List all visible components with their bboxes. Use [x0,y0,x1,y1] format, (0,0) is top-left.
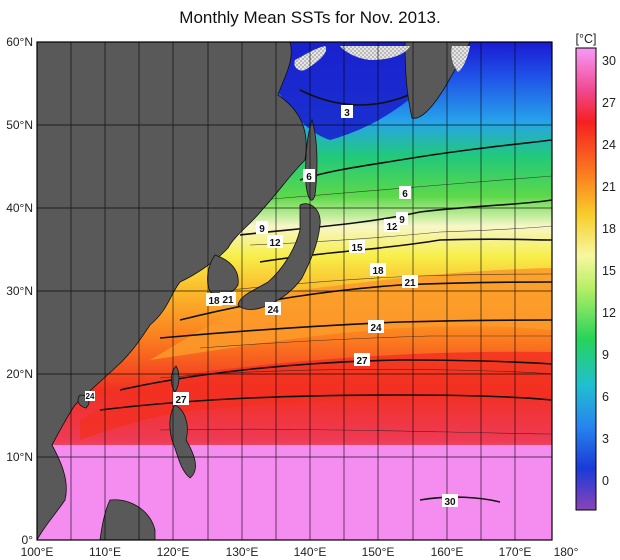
contour-label: 9 [259,224,265,235]
contour-label: 12 [386,222,398,233]
contour-labels: 3 6 6 9 12 12 9 15 18 21 18 21 24 24 27 … [85,105,458,508]
colorbar-tick: 18 [602,222,616,236]
colorbar: [°C] 30 27 24 21 18 15 12 9 6 3 0 [575,32,616,511]
contour-label: 21 [222,295,234,306]
contour-label: 6 [306,172,312,183]
colorbar-tick: 0 [602,474,609,488]
contour-label: 24 [267,305,279,316]
lon-label: 140°E [294,545,327,559]
lon-label: 110°E [89,545,121,559]
contour-label: 18 [372,266,384,277]
lon-axis: 100°E 110°E 120°E 130°E 140°E 150°E 160°… [21,545,579,559]
colorbar-tick: 15 [602,264,616,278]
colorbar-tick: 6 [602,390,609,404]
colorbar-tick: 21 [602,180,616,194]
contour-label: 27 [356,356,368,367]
lon-label: 130°E [226,545,259,559]
lat-label: 40°N [6,201,33,215]
contour-label: 24 [370,323,382,334]
contour-label: 9 [399,215,405,226]
colorbar-tick: 12 [602,306,616,320]
contour-label: 18 [208,296,220,307]
contour-label: 3 [344,108,350,119]
lon-label: 160°E [431,545,464,559]
lat-label: 50°N [6,118,33,132]
map-frame [36,41,553,541]
lat-label: 20°N [6,367,33,381]
lat-label: 0° [22,533,34,547]
lat-label: 10°N [6,450,33,464]
lat-label: 30°N [6,284,33,298]
lon-label: 170°E [499,545,532,559]
colorbar-tick: 3 [602,432,609,446]
lon-label: 150°E [362,545,395,559]
colorbar-tick: 30 [602,54,616,68]
contour-label: 21 [404,278,416,289]
contour-label: 30 [444,497,456,508]
lon-label: 120°E [157,545,190,559]
colorbar-tick: 27 [602,96,616,110]
colorbar-unit: [°C] [576,32,597,46]
contour-label: 24 [86,392,95,401]
contour-label: 12 [269,238,281,249]
lat-axis: 60°N 50°N 40°N 30°N 20°N 10°N 0° [6,35,33,547]
contour-label: 15 [351,243,363,254]
contour-label: 27 [175,395,187,406]
lon-label: 180° [554,545,579,559]
graticule [37,42,552,540]
colorbar-tick: 9 [602,348,609,362]
lon-label: 100°E [21,545,54,559]
colorbar-tick: 24 [602,138,616,152]
colorbar-scale [575,47,597,511]
map-title: Monthly Mean SSTs for Nov. 2013. [179,8,441,27]
lat-label: 60°N [6,35,33,49]
contour-label: 6 [402,189,408,200]
